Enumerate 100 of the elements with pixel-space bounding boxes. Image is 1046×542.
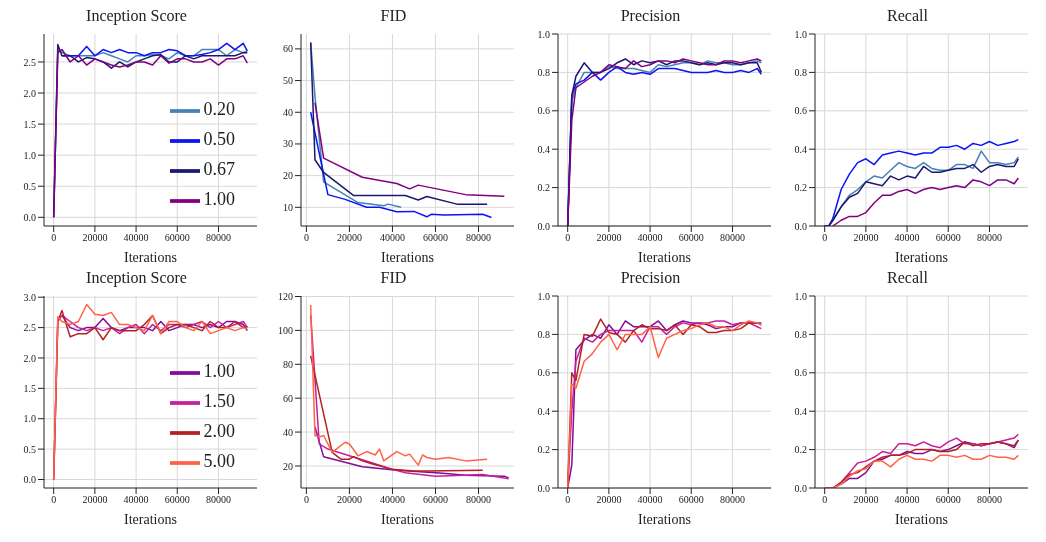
y-tick-label: 2.0 bbox=[23, 352, 36, 364]
y-tick-label: 0.6 bbox=[794, 105, 807, 117]
x-tick-label: 0 bbox=[822, 494, 828, 506]
line-series bbox=[309, 41, 402, 209]
y-tick-label: 1.0 bbox=[537, 28, 550, 40]
x-tick-label: 80000 bbox=[205, 494, 231, 506]
x-tick-label: 60000 bbox=[678, 232, 704, 244]
y-tick-label: 0.5 bbox=[23, 443, 36, 455]
y-tick-label: 10 bbox=[283, 201, 293, 213]
y-tick-label: 1.0 bbox=[23, 149, 36, 161]
line-series bbox=[309, 111, 493, 219]
y-tick-label: 0.0 bbox=[23, 211, 36, 223]
chart-title: Inception Score bbox=[85, 269, 188, 289]
y-tick-label: 0.2 bbox=[537, 444, 550, 456]
y-tick-label: 0.2 bbox=[794, 182, 807, 194]
y-tick-label: 0.0 bbox=[794, 220, 807, 232]
x-tick-label: 40000 bbox=[379, 494, 405, 506]
line-series bbox=[314, 426, 510, 479]
y-tick-label: 20 bbox=[283, 170, 293, 182]
x-tick-label: 40000 bbox=[637, 494, 663, 506]
y-tick-label: 0.8 bbox=[794, 328, 807, 340]
line-series bbox=[309, 41, 488, 205]
legend-label: 1.00 bbox=[203, 188, 235, 209]
y-tick-label: 0.4 bbox=[794, 405, 807, 417]
x-tick-label: 60000 bbox=[678, 494, 704, 506]
y-tick-label: 1.0 bbox=[794, 290, 807, 302]
y-tick-label: 1.0 bbox=[794, 28, 807, 40]
x-tick-label: 60000 bbox=[935, 232, 961, 244]
y-tick-label: 40 bbox=[283, 426, 293, 438]
y-tick-label: 0.6 bbox=[794, 367, 807, 379]
x-tick-label: 60000 bbox=[164, 232, 190, 244]
x-axis-title: Iterations bbox=[381, 250, 434, 265]
legend-label: 0.67 bbox=[203, 158, 235, 179]
x-axis-title: Iterations bbox=[895, 250, 948, 265]
x-tick-label: 0 bbox=[822, 232, 828, 244]
x-tick-label: 20000 bbox=[853, 232, 879, 244]
line-series bbox=[309, 304, 488, 466]
chart-title: Recall bbox=[886, 7, 929, 26]
y-tick-label: 0.4 bbox=[537, 405, 550, 417]
legend-label: 1.50 bbox=[203, 390, 235, 411]
chart-title: FID bbox=[379, 269, 408, 288]
y-tick-label: 0.2 bbox=[794, 444, 807, 456]
x-tick-label: 20000 bbox=[336, 232, 362, 244]
y-tick-label: 0.6 bbox=[537, 367, 550, 379]
y-tick-label: 0.8 bbox=[794, 66, 807, 78]
x-tick-label: 80000 bbox=[719, 232, 745, 244]
x-tick-label: 40000 bbox=[379, 232, 405, 244]
legend-label: 0.50 bbox=[203, 128, 235, 149]
y-tick-label: 0.5 bbox=[23, 180, 36, 192]
legend-label: 5.00 bbox=[203, 450, 235, 471]
y-tick-label: 1.5 bbox=[23, 118, 36, 130]
chart-title: Inception Score bbox=[85, 7, 188, 27]
y-tick-label: 0.0 bbox=[794, 482, 807, 494]
y-tick-label: 50 bbox=[283, 75, 293, 87]
x-tick-label: 0 bbox=[565, 494, 571, 506]
x-tick-label: 0 bbox=[303, 232, 309, 244]
y-tick-label: 2.5 bbox=[23, 322, 36, 334]
legend-label: 2.00 bbox=[203, 420, 235, 441]
x-tick-label: 40000 bbox=[123, 232, 149, 244]
x-tick-label: 40000 bbox=[894, 232, 920, 244]
x-tick-label: 80000 bbox=[976, 232, 1002, 244]
y-tick-label: 40 bbox=[283, 106, 293, 118]
legend-label: 0.20 bbox=[203, 98, 235, 119]
x-tick-label: 40000 bbox=[637, 232, 663, 244]
chart-title: FID bbox=[379, 7, 408, 26]
chart-title: Recall bbox=[886, 269, 929, 288]
x-tick-label: 20000 bbox=[853, 494, 879, 506]
x-tick-label: 0 bbox=[51, 494, 57, 506]
y-tick-label: 0.0 bbox=[537, 482, 550, 494]
y-tick-label: 0.8 bbox=[537, 66, 550, 78]
y-tick-label: 60 bbox=[283, 43, 293, 55]
x-tick-label: 60000 bbox=[935, 494, 961, 506]
x-tick-label: 60000 bbox=[422, 494, 448, 506]
x-tick-label: 80000 bbox=[205, 232, 231, 244]
y-tick-label: 120 bbox=[278, 291, 293, 303]
y-tick-label: 0.4 bbox=[794, 143, 807, 155]
x-tick-label: 60000 bbox=[164, 494, 190, 506]
chart-title: Precision bbox=[619, 7, 682, 26]
line-series bbox=[314, 102, 506, 197]
y-tick-label: 1.5 bbox=[23, 382, 36, 394]
x-tick-label: 80000 bbox=[976, 494, 1002, 506]
x-axis-title: Iterations bbox=[895, 512, 948, 527]
x-tick-label: 40000 bbox=[123, 494, 149, 506]
x-tick-label: 0 bbox=[303, 494, 309, 506]
x-axis-title: Iterations bbox=[124, 250, 177, 265]
x-tick-label: 80000 bbox=[466, 494, 491, 506]
y-tick-label: 2.0 bbox=[23, 87, 36, 99]
line-series bbox=[832, 177, 1020, 226]
y-tick-label: 3.0 bbox=[23, 291, 36, 303]
x-tick-label: 0 bbox=[51, 232, 57, 244]
y-tick-label: 80 bbox=[283, 358, 293, 370]
y-tick-label: 0.2 bbox=[537, 182, 550, 194]
line-series bbox=[61, 314, 249, 332]
y-tick-label: 2.5 bbox=[23, 56, 36, 68]
legend-label: 1.00 bbox=[203, 360, 235, 381]
y-tick-label: 0.8 bbox=[537, 328, 550, 340]
y-tick-label: 20 bbox=[283, 460, 293, 472]
chart-title: Precision bbox=[619, 269, 682, 288]
y-tick-label: 1.0 bbox=[537, 290, 550, 302]
x-tick-label: 20000 bbox=[596, 232, 622, 244]
